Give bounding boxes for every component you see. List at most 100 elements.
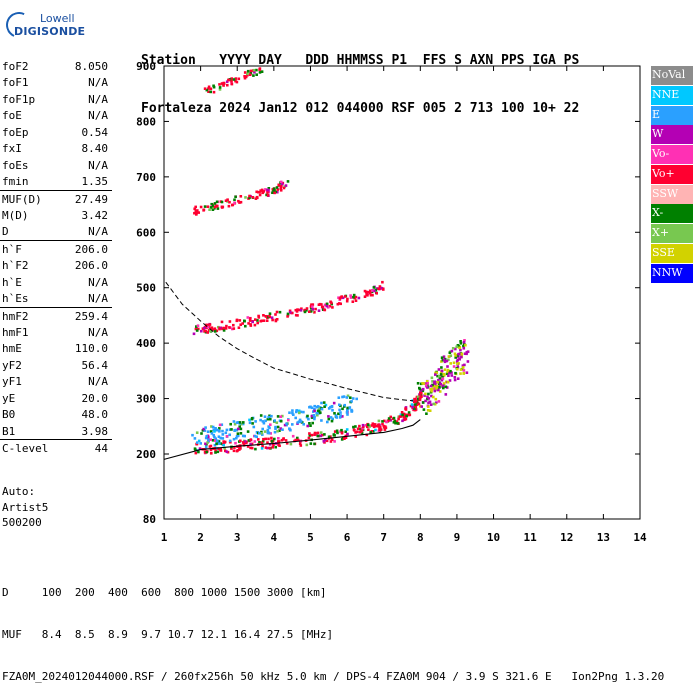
echo-point bbox=[315, 411, 318, 415]
param-row-fmin: fmin 1.35 bbox=[0, 173, 112, 189]
echo-point bbox=[247, 322, 250, 325]
echo-point bbox=[211, 206, 214, 210]
echo-point bbox=[349, 296, 353, 299]
echo-point bbox=[365, 293, 368, 296]
param-separator bbox=[0, 189, 112, 191]
echo-point bbox=[228, 200, 231, 204]
param-value: 48.0 bbox=[81, 408, 109, 422]
echo-point bbox=[442, 384, 445, 387]
echo-point bbox=[350, 408, 353, 412]
legend-item-sse: SSE bbox=[651, 243, 693, 263]
echo-point bbox=[279, 415, 282, 418]
param-name: C-level bbox=[2, 442, 49, 456]
echo-point bbox=[357, 296, 361, 300]
echo-point bbox=[273, 437, 276, 441]
echo-point bbox=[269, 417, 272, 421]
echo-point bbox=[328, 304, 332, 308]
echo-point bbox=[463, 363, 466, 367]
echo-point bbox=[397, 417, 400, 421]
param-name: B1 bbox=[2, 424, 16, 438]
echo-point bbox=[403, 418, 407, 421]
echo-point bbox=[437, 384, 441, 387]
echo-point bbox=[428, 409, 432, 412]
echo-point bbox=[212, 84, 215, 88]
echo-point bbox=[262, 314, 265, 317]
echo-point bbox=[457, 352, 460, 356]
echo-point bbox=[341, 415, 344, 418]
echo-point bbox=[244, 75, 248, 79]
echo-point bbox=[439, 373, 443, 376]
echo-point bbox=[308, 422, 311, 425]
echo-point bbox=[203, 450, 207, 454]
y-tick-label: 300 bbox=[136, 393, 156, 406]
footer-muf-row: MUF 8.4 8.5 8.9 9.7 10.7 12.1 16.4 27.5 … bbox=[2, 628, 334, 641]
echo-point bbox=[436, 380, 439, 384]
echo-point bbox=[201, 429, 205, 432]
echo-point bbox=[209, 87, 213, 91]
echo-point bbox=[303, 309, 306, 312]
echo-point bbox=[352, 295, 355, 299]
echo-point bbox=[253, 434, 257, 438]
echo-point bbox=[255, 190, 258, 194]
echo-point bbox=[268, 426, 271, 430]
echo-point bbox=[284, 439, 288, 442]
echo-point bbox=[237, 427, 240, 431]
echo-point bbox=[227, 78, 231, 82]
echo-point bbox=[416, 382, 420, 385]
echo-point bbox=[267, 415, 270, 419]
echo-point bbox=[326, 306, 330, 309]
echo-point bbox=[260, 70, 264, 73]
echo-point bbox=[267, 425, 270, 428]
echo-point bbox=[438, 386, 441, 389]
echo-point bbox=[203, 87, 207, 90]
echo-point bbox=[459, 372, 462, 375]
echo-point bbox=[440, 369, 444, 373]
echo-point bbox=[360, 430, 363, 433]
echo-point bbox=[282, 186, 286, 190]
echo-point bbox=[333, 412, 336, 415]
param-separator bbox=[0, 439, 112, 441]
echo-point bbox=[260, 432, 263, 435]
echo-point bbox=[306, 414, 309, 418]
legend-item-x: X- bbox=[651, 204, 693, 224]
echo-point bbox=[448, 351, 452, 354]
echo-point bbox=[222, 443, 225, 447]
echo-point bbox=[209, 444, 213, 448]
echo-point bbox=[298, 411, 301, 415]
echo-point bbox=[358, 430, 362, 434]
echo-point bbox=[316, 434, 320, 438]
echo-point bbox=[344, 436, 348, 439]
echo-point bbox=[237, 77, 241, 81]
echo-point bbox=[454, 347, 457, 351]
echo-point bbox=[206, 325, 210, 329]
echo-point bbox=[232, 323, 235, 327]
echo-point bbox=[249, 443, 252, 446]
echo-point bbox=[421, 389, 425, 393]
echo-point bbox=[221, 429, 224, 433]
echo-point bbox=[453, 378, 457, 382]
param-row-fof1p: foF1p N/A bbox=[0, 91, 112, 107]
echo-point bbox=[220, 200, 224, 204]
echo-point bbox=[316, 413, 319, 417]
echo-point bbox=[318, 407, 321, 410]
echo-point bbox=[311, 308, 315, 311]
echo-point bbox=[209, 438, 212, 441]
echo-point bbox=[230, 82, 234, 86]
echo-point bbox=[440, 366, 443, 369]
echo-point bbox=[210, 425, 213, 428]
y-tick-label: 700 bbox=[136, 171, 156, 184]
echo-point bbox=[277, 440, 280, 443]
echo-point bbox=[338, 297, 342, 300]
echo-point bbox=[280, 185, 283, 188]
echo-point bbox=[275, 310, 279, 314]
echo-point bbox=[214, 427, 217, 430]
echo-point bbox=[326, 420, 329, 424]
muf-curve-dashed-line bbox=[165, 281, 414, 402]
echo-point bbox=[459, 368, 463, 371]
echo-point bbox=[407, 413, 410, 417]
echo-point bbox=[239, 427, 243, 431]
echo-point bbox=[261, 189, 264, 192]
echo-point bbox=[462, 347, 466, 350]
echo-point bbox=[448, 379, 452, 382]
echo-point bbox=[271, 318, 274, 322]
